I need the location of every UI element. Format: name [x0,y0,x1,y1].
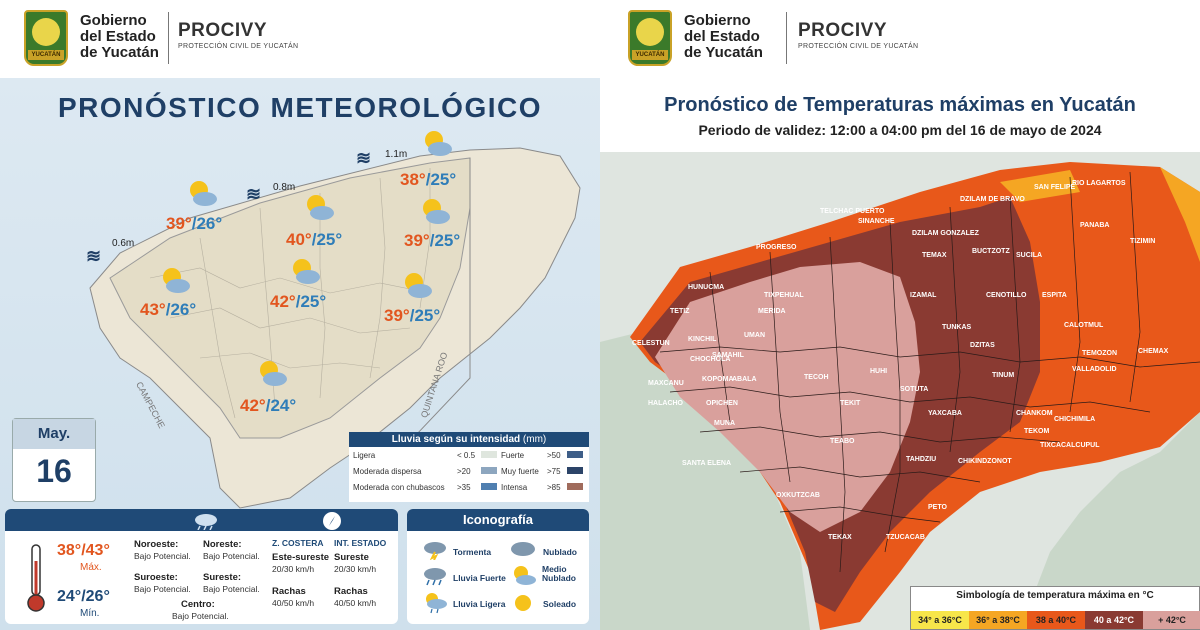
inland-header: INT. ESTADO [334,538,387,548]
region-value: Bajo Potencial. [203,584,260,594]
inland-gust-speed: 40/50 km/h [334,598,377,608]
government-name: Gobierno del Estado de Yucatán [80,12,159,61]
region-value: Bajo Potencial. [172,611,229,621]
max-temp-range: 38°/43° [57,542,110,559]
page-title: PRONÓSTICO METEOROLÓGICO [57,92,542,123]
partly-cloudy-icon [405,273,432,298]
procivy-logo: PROCIVY [178,20,268,41]
min-label: Mín. [80,608,100,619]
city-temperature: 39°/26° [166,214,223,233]
region-name: Suroeste: [134,572,178,583]
inland-wind-direction: Sureste [334,552,369,563]
region-name: Centro: [181,599,215,610]
temperature-map: RIO LAGARTOS SAN FELIPE DZILAM DE BRAVO … [600,152,1200,630]
right-header: YUCATÁN Gobierno del Estado de Yucatán PRO… [600,0,1200,78]
procivy-subtitle: PROTECCIÓN CIVIL DE YUCATÁN [178,43,299,50]
government-name: Gobierno del Estado de Yucatán [684,12,763,61]
partly-cloudy-icon [514,566,536,585]
coast-wind-speed: 20/30 km/h [272,564,315,574]
rain-color-swatch [567,451,583,458]
rain-cloud-icon [195,514,217,530]
city-temperature: 42°/24° [240,396,297,415]
max-temperature-panel: YUCATÁN Gobierno del Estado de Yucatán PRO… [600,0,1200,630]
min-temp-range: 24°/26° [57,588,110,605]
inland-gust-label: Rachas [334,586,368,597]
legend-item: 40 a 42°C [1085,611,1143,629]
coast-gust-label: Rachas [272,586,306,597]
yucatan-seal-icon: YUCATÁN [628,10,672,66]
coast-wind-direction: Este-sureste [272,552,330,563]
storm-icon [424,542,446,560]
procivy-logo: PROCIVY [798,20,888,41]
yucatan-seal-icon: YUCATÁN [24,10,68,66]
sunny-icon [515,595,531,611]
light-rain-icon [426,593,447,614]
iconography-title: Iconografía [407,509,589,531]
partly-cloudy-icon [423,199,450,224]
wave-icon: ≋ [246,184,262,204]
region-value: Bajo Potencial. [203,551,260,561]
wave-height-label: 0.6m [112,238,135,249]
region-value: Bajo Potencial. [134,551,191,561]
city-temperature: 40°/25° [286,230,343,249]
yucatan-map [89,147,581,509]
rain-color-swatch [481,483,497,490]
compass-icon [323,512,341,530]
wave-height-label: 0.8m [273,182,296,193]
rain-color-swatch [567,483,583,490]
rain-intensity-legend: Lluvia según su intensidad (mm) Ligera <… [349,432,589,502]
legend-item: + 42°C [1143,611,1200,629]
wave-icon: ≋ [86,246,102,266]
rain-color-swatch [481,467,497,474]
temperature-zones-map [600,152,1200,630]
wave-height-label: 1.1m [385,149,408,160]
city-temperature: 39°/25° [384,306,441,325]
legend-title: Simbología de temperatura máxima en °C [956,590,1154,601]
city-temperature: 43°/26° [140,300,197,319]
partly-cloudy-icon [163,268,190,293]
validity-period: Periodo de validez: 12:00 a 04:00 pm del… [698,122,1102,138]
coast-gust-speed: 40/50 km/h [272,598,315,608]
legend-item: 34° a 36°C [911,611,969,629]
coast-header: Z. COSTERA [272,538,324,548]
procivy-subtitle: PROTECCIÓN CIVIL DE YUCATÁN [798,43,919,50]
legend-item: 38 a 40°C [1027,611,1085,629]
legend-item: 36° a 38°C [969,611,1027,629]
partly-cloudy-icon [307,195,334,220]
inland-wind-speed: 20/30 km/h [334,564,377,574]
city-temperature: 39°/25° [404,231,461,250]
partly-cloudy-icon [293,259,320,284]
partly-cloudy-icon [260,361,287,386]
date-day: 16 [36,453,72,489]
temperature-legend: Simbología de temperatura máxima en °C 3… [910,586,1200,630]
region-name: Noroeste: [134,539,179,550]
partly-cloudy-icon [190,181,217,206]
partly-cloudy-icon [425,131,452,156]
map-title: Pronóstico de Temperaturas máximas en Yu… [664,94,1136,116]
max-label: Máx. [80,562,102,573]
wave-icon: ≋ [356,148,372,168]
rain-color-swatch [567,467,583,474]
thermometer-icon [27,544,45,612]
region-name: Noreste: [203,539,242,550]
left-header: YUCATÁN Gobierno del Estado de Yucatán PRO… [0,0,600,78]
city-temperature: 38°/25° [400,170,457,189]
cloudy-icon [511,542,535,556]
date-card: May. 16 [12,418,96,502]
date-month: May. [13,419,95,449]
region-name: Sureste: [203,572,242,583]
city-temperature: 42°/25° [270,292,327,311]
heavy-rain-icon [424,568,446,586]
region-value: Bajo Potencial. [134,584,191,594]
rain-color-swatch [481,451,497,458]
weather-forecast-panel: YUCATÁN Gobierno del Estado de Yucatán PRO… [0,0,600,630]
